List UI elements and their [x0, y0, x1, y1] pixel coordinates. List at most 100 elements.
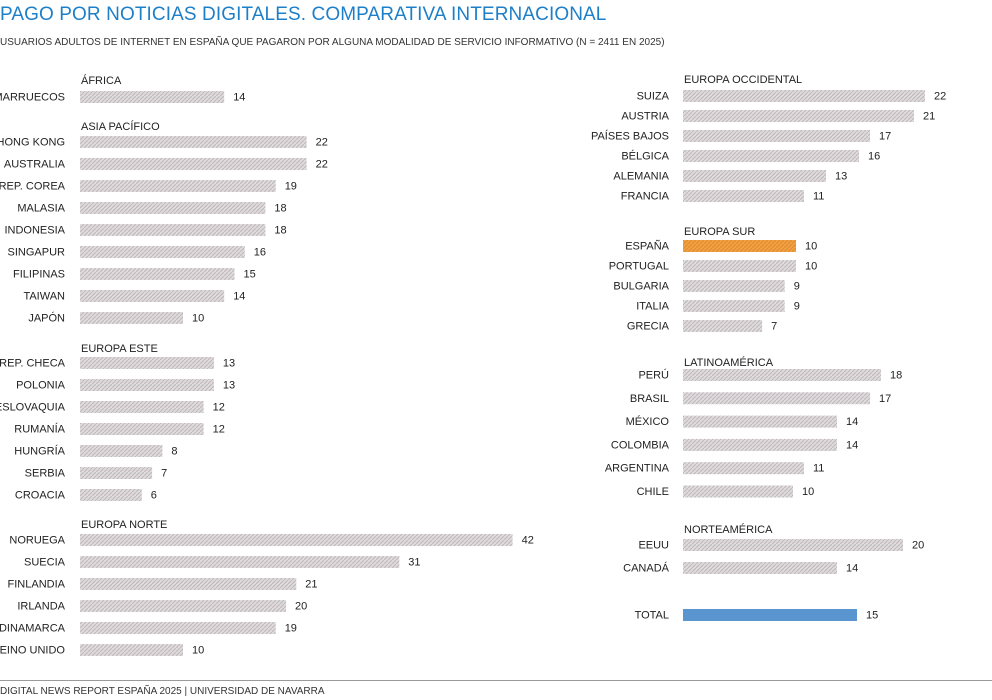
group-label-asia-pacifico: ASIA PACÍFICO — [81, 120, 160, 133]
value-label-italia: 9 — [794, 301, 800, 313]
category-label-canada: CANADÁ — [623, 562, 670, 575]
group-label-norteamerica: NORTEAMÉRICA — [684, 523, 773, 536]
bar-eslovaquia — [80, 401, 204, 413]
category-label-polonia: POLONIA — [16, 380, 66, 392]
category-label-peru: PERÚ — [638, 369, 669, 382]
category-label-malasia: MALASIA — [17, 203, 65, 215]
bar-suiza — [683, 90, 925, 102]
category-label-paises-bajos: PAÍSES BAJOS — [591, 130, 669, 143]
category-label-noruega: NORUEGA — [9, 535, 65, 547]
category-label-serbia: SERBIA — [25, 468, 66, 480]
category-label-espana: ESPAÑA — [625, 240, 669, 253]
bar-rumania — [80, 423, 204, 435]
value-label-irlanda: 20 — [295, 601, 307, 613]
value-label-portugal: 10 — [805, 261, 817, 273]
category-label-italia: ITALIA — [636, 301, 669, 313]
value-label-paises-bajos: 17 — [879, 131, 891, 143]
category-label-reino-unido: REINO UNIDO — [0, 645, 65, 657]
category-label-alemania: ALEMANIA — [613, 171, 669, 183]
category-label-portugal: PORTUGAL — [609, 261, 669, 273]
bar-mexico — [683, 415, 837, 428]
bar-dinamarca — [80, 622, 276, 634]
value-label-australia: 22 — [316, 159, 328, 171]
bar-belgica — [683, 150, 859, 162]
bar-indonesia — [80, 224, 266, 236]
bar-croacia — [80, 489, 142, 501]
bar-taiwan — [80, 290, 225, 302]
category-label-hungria: HUNGRÍA — [14, 445, 65, 458]
category-label-total: TOTAL — [635, 610, 669, 622]
value-label-marruecos: 14 — [233, 92, 245, 104]
bar-paises-bajos — [683, 130, 870, 142]
value-label-polonia: 13 — [223, 380, 235, 392]
category-label-japon: JAPÓN — [28, 312, 65, 325]
value-label-hungria: 8 — [171, 446, 177, 458]
bar-bulgaria — [683, 280, 785, 292]
value-label-alemania: 13 — [835, 171, 847, 183]
bar-reino-unido — [80, 644, 183, 656]
bar-brasil — [683, 392, 870, 405]
footer-divider — [0, 680, 992, 681]
category-label-belgica: BÉLGICA — [621, 150, 669, 163]
bar-hong-kong — [80, 136, 307, 148]
bar-chart: ÁFRICA MARRUECOS 14 ASIA PACÍFICO HONG KONG 2… — [0, 74, 946, 657]
group-label-latinoamerica: LATINOAMÉRICA — [684, 356, 774, 369]
value-label-suiza: 22 — [934, 91, 946, 103]
chart-subtitle: USUARIOS ADULTOS DE INTERNET EN ESPAÑA Q… — [0, 37, 665, 48]
value-label-taiwan: 14 — [233, 291, 245, 303]
value-label-bulgaria: 9 — [794, 281, 800, 293]
bar-argentina — [683, 462, 804, 475]
value-label-indonesia: 18 — [274, 225, 286, 237]
category-label-grecia: GRECIA — [627, 321, 670, 333]
category-label-suecia: SUECIA — [24, 557, 66, 569]
bar-chile — [683, 485, 793, 498]
category-label-austria: AUSTRIA — [621, 111, 669, 123]
value-label-malasia: 18 — [274, 203, 286, 215]
category-label-colombia: COLOMBIA — [611, 439, 670, 451]
category-label-australia: AUSTRALIA — [4, 159, 66, 171]
group-label-europa-este: EUROPA ESTE — [81, 343, 158, 355]
bar-italia — [683, 300, 785, 312]
category-label-irlanda: IRLANDA — [17, 601, 65, 613]
category-label-brasil: BRASIL — [630, 393, 669, 405]
bar-singapur — [80, 246, 245, 258]
value-label-francia: 11 — [813, 191, 824, 203]
bar-polonia — [80, 379, 214, 391]
category-label-eeuu: EEUU — [638, 540, 669, 552]
category-label-argentina: ARGENTINA — [605, 463, 670, 475]
bar-marruecos — [80, 91, 225, 103]
bar-eeuu — [683, 539, 903, 551]
value-label-reino-unido: 10 — [192, 645, 204, 657]
value-label-suecia: 31 — [408, 557, 420, 569]
bar-alemania — [683, 170, 826, 182]
category-label-dinamarca: DINAMARCA — [0, 623, 66, 635]
bar-rep-checa — [80, 357, 214, 369]
category-label-francia: FRANCIA — [621, 191, 670, 203]
value-label-canada: 14 — [846, 563, 858, 575]
value-label-argentina: 11 — [813, 463, 824, 475]
bar-colombia — [683, 438, 837, 451]
value-label-japon: 10 — [192, 313, 204, 325]
value-label-filipinas: 15 — [244, 269, 256, 281]
value-label-eeuu: 20 — [912, 540, 924, 552]
category-label-filipinas: FILIPINAS — [13, 269, 65, 281]
category-label-croacia: CROACIA — [15, 490, 66, 502]
category-label-chile: CHILE — [637, 486, 669, 498]
group-label-europa-norte: EUROPA NORTE — [81, 519, 167, 531]
bar-filipinas — [80, 268, 235, 280]
bar-serbia — [80, 467, 153, 479]
bar-australia — [80, 158, 307, 170]
bar-japon — [80, 312, 183, 324]
value-label-mexico: 14 — [846, 416, 858, 428]
value-label-dinamarca: 19 — [285, 623, 297, 635]
bar-peru — [683, 369, 881, 381]
value-label-belgica: 16 — [868, 151, 880, 163]
bar-grecia — [683, 320, 763, 332]
value-label-serbia: 7 — [161, 468, 167, 480]
bar-malasia — [80, 202, 266, 214]
group-label-africa: ÁFRICA — [81, 74, 122, 87]
value-label-grecia: 7 — [771, 321, 777, 333]
value-label-eslovaquia: 12 — [213, 402, 225, 414]
value-label-austria: 21 — [923, 111, 935, 123]
category-label-hong-kong: HONG KONG — [0, 137, 65, 149]
